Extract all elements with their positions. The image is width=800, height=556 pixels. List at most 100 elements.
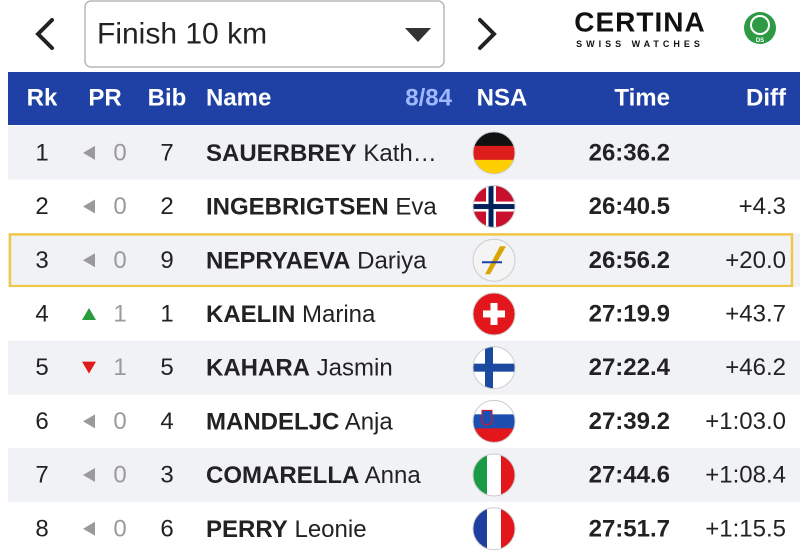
athlete-name: NEPRYAEVA Dariya	[206, 247, 427, 274]
stage-dropdown[interactable]	[84, 0, 445, 68]
trend-icon	[83, 414, 95, 429]
row-bg	[8, 448, 800, 502]
flag-band	[487, 454, 502, 497]
time: 27:51.7	[589, 515, 670, 542]
flag	[473, 131, 515, 174]
diff: +1:15.5	[705, 515, 786, 542]
flag-cross	[488, 185, 494, 228]
surname: KAHARA	[206, 354, 310, 381]
flag-band	[473, 507, 488, 550]
athlete-name: SAUERBREY Kath…	[206, 139, 437, 166]
row-highlight	[8, 233, 794, 288]
flag-rim	[472, 346, 516, 390]
firstname: Leonie	[294, 515, 366, 542]
firstname: Marina	[302, 300, 376, 327]
surname: KAELIN	[206, 300, 295, 327]
flag-rim	[472, 399, 516, 443]
rank: 8	[35, 515, 48, 542]
col-diff: Diff	[746, 85, 787, 112]
athlete-name: COMARELLA Anna	[206, 462, 421, 489]
col-nsa: NSA	[477, 85, 528, 112]
flag-band	[501, 507, 515, 550]
flag-rim	[472, 292, 516, 336]
rank: 6	[35, 408, 48, 435]
rank: 3	[35, 247, 48, 274]
pr-change: 0	[113, 247, 126, 274]
firstname: Anna	[365, 462, 422, 489]
time: 26:36.2	[589, 139, 670, 166]
bib: 2	[160, 193, 173, 220]
logo-brand: CERTINA	[574, 7, 705, 38]
bib: 1	[160, 300, 173, 327]
athlete-name: MANDELJC Anja	[206, 408, 393, 435]
pr-change: 0	[113, 193, 126, 220]
flag-rim	[472, 238, 516, 282]
flag-band	[487, 507, 502, 550]
firstname: Kath…	[363, 139, 436, 166]
flag-cross	[485, 346, 493, 389]
trend-icon	[83, 521, 95, 536]
dropdown-arrow	[405, 28, 431, 42]
pr-change: 0	[113, 515, 126, 542]
col-count: 8/84	[405, 85, 452, 112]
flag-cross	[473, 363, 515, 372]
row-bg	[8, 394, 800, 449]
flag	[473, 400, 515, 443]
col-name: Name	[206, 85, 271, 112]
flag-rim	[472, 453, 516, 497]
surname: NEPRYAEVA	[206, 247, 351, 274]
bib: 4	[160, 408, 173, 435]
flag	[473, 454, 515, 497]
row-bg	[8, 179, 800, 234]
athlete-name: PERRY Leonie	[206, 515, 367, 542]
row-bg	[8, 126, 800, 180]
row-bg	[8, 233, 800, 288]
flag-rim	[472, 185, 516, 229]
pr-change: 1	[113, 300, 126, 327]
next-button[interactable]	[478, 18, 497, 50]
rank: 2	[35, 193, 48, 220]
surname: MANDELJC	[206, 408, 339, 435]
flag-cross	[473, 204, 515, 210]
flag-rim	[472, 507, 516, 551]
diff: +46.2	[725, 354, 786, 381]
flag-band	[473, 428, 515, 443]
dropdown-label: Finish 10 km	[97, 18, 267, 51]
trend-icon	[83, 253, 95, 268]
col-bib: Bib	[148, 85, 187, 112]
rank: 5	[35, 354, 48, 381]
bib: 9	[160, 247, 173, 274]
prev-button[interactable]	[35, 18, 54, 50]
diff: +43.7	[725, 300, 786, 327]
flag-band	[473, 145, 515, 161]
diff: +1:03.0	[705, 408, 786, 435]
rank: 4	[35, 300, 48, 327]
time: 27:22.4	[589, 354, 671, 381]
flag-band	[473, 159, 515, 174]
athlete-name: KAELIN Marina	[206, 300, 376, 327]
surname: INGEBRIGTSEN	[206, 193, 389, 220]
time: 27:44.6	[589, 462, 670, 489]
diff: +20.0	[725, 247, 786, 274]
flag-rim	[472, 131, 516, 175]
row-bg	[8, 287, 800, 341]
flag	[473, 292, 515, 335]
bib: 7	[160, 139, 173, 166]
flag-band	[473, 414, 515, 429]
trend-icon	[82, 361, 96, 374]
diff: +4.3	[739, 193, 786, 220]
firstname: Dariya	[357, 247, 427, 274]
logo-tagline: SWISS WATCHES	[576, 39, 704, 49]
col-pr: PR	[88, 85, 121, 112]
firstname: Eva	[395, 193, 437, 220]
rank: 7	[35, 462, 48, 489]
row-bg	[8, 340, 800, 395]
flag	[473, 239, 515, 282]
fis-swoosh	[485, 246, 506, 275]
bib: 3	[160, 462, 173, 489]
flag-band	[473, 131, 515, 147]
pr-change: 0	[113, 408, 126, 435]
pr-change: 1	[113, 354, 126, 381]
